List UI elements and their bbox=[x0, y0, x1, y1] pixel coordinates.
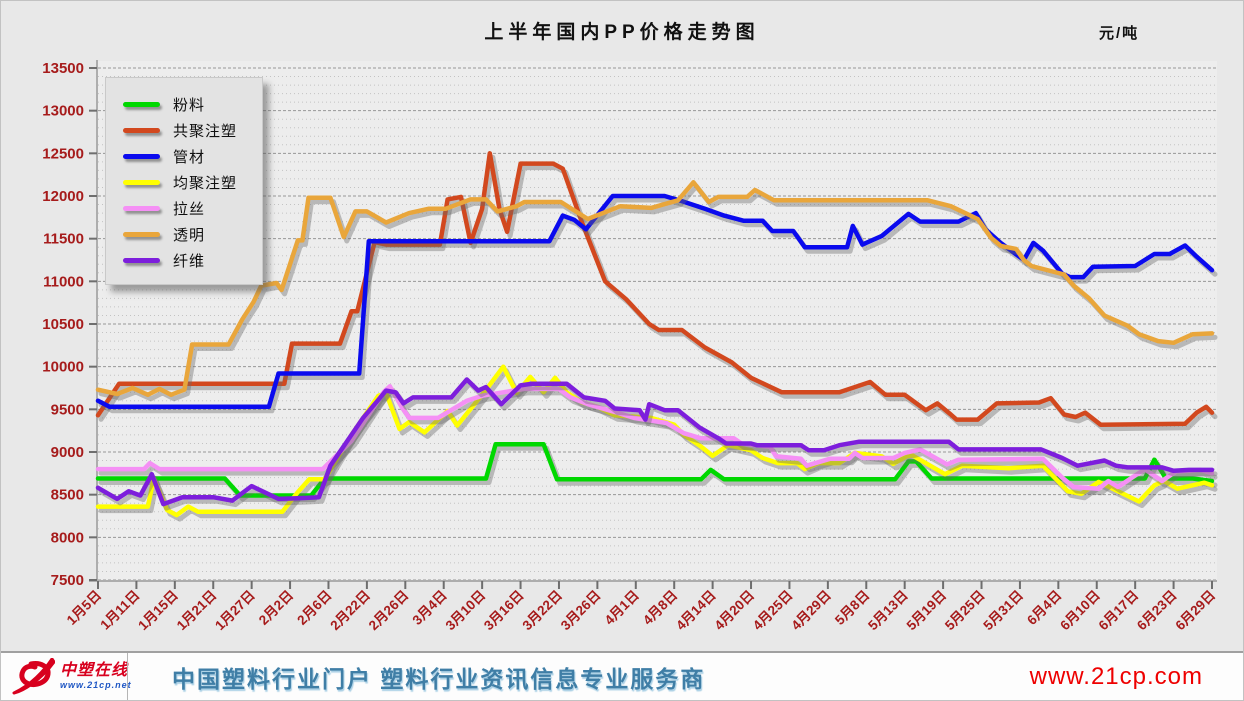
legend-swatch-icon bbox=[123, 153, 160, 159]
legend-label: 均聚注塑 bbox=[173, 174, 238, 192]
y-axis-label: 12000 bbox=[42, 188, 84, 205]
y-axis-label: 9000 bbox=[51, 444, 84, 461]
y-axis-label: 12500 bbox=[42, 145, 84, 162]
site-url-link[interactable]: www.21cp.com bbox=[1029, 662, 1203, 690]
x-axis-label: 6月23日 bbox=[1134, 588, 1180, 634]
x-axis-label: 3月22日 bbox=[519, 588, 565, 634]
y-axis-label: 13000 bbox=[42, 103, 84, 120]
legend-swatch-icon bbox=[123, 179, 160, 185]
y-axis-label: 11500 bbox=[43, 231, 84, 248]
footer-divider bbox=[127, 653, 128, 700]
x-axis-label: 3月10日 bbox=[443, 588, 489, 634]
y-axis-label: 8500 bbox=[51, 487, 84, 504]
legend-swatch-icon bbox=[123, 127, 160, 133]
series-line-2 bbox=[95, 193, 1215, 410]
legend-label: 管材 bbox=[173, 148, 206, 166]
y-axis-label: 10500 bbox=[42, 316, 84, 333]
legend-swatch-icon bbox=[123, 101, 160, 107]
y-axis-label: 8000 bbox=[51, 529, 84, 546]
series-line-5 bbox=[95, 180, 1215, 398]
y-axis-label: 9500 bbox=[51, 401, 84, 418]
y-axis-label: 10000 bbox=[42, 359, 84, 376]
logo-text: 中塑在线 bbox=[60, 662, 129, 679]
x-axis-label: 5月31日 bbox=[980, 588, 1026, 634]
plot-area bbox=[97, 61, 1217, 580]
legend-label: 纤维 bbox=[173, 252, 206, 270]
x-axis-label: 3月26日 bbox=[558, 588, 604, 634]
x-axis-label: 3月16日 bbox=[481, 588, 527, 634]
x-axis-label: 4月1日 bbox=[602, 588, 642, 628]
footer-tagline: 中国塑料行业门户 塑料行业资讯信息专业服务商 bbox=[172, 665, 706, 692]
legend-swatch-icon bbox=[123, 257, 160, 263]
chart-legend: 粉料共聚注塑管材均聚注塑拉丝透明纤维 bbox=[105, 77, 263, 285]
x-axis-label: 1月15日 bbox=[135, 588, 181, 634]
legend-item-1[interactable]: 共聚注塑 bbox=[123, 117, 262, 143]
x-axis-label: 2月22日 bbox=[327, 588, 373, 634]
x-axis-label: 1月11日 bbox=[97, 588, 142, 633]
legend-item-2[interactable]: 管材 bbox=[123, 143, 262, 169]
unit-label: 元/吨 bbox=[1099, 25, 1140, 42]
x-axis-label: 5月25日 bbox=[942, 588, 988, 634]
legend-item-0[interactable]: 粉料 bbox=[123, 91, 262, 117]
legend-swatch-icon bbox=[123, 205, 160, 211]
x-axis-label: 5月19日 bbox=[904, 588, 950, 634]
footer-bar: 中塑在线 www.21cp.net 中国塑料行业门户 塑料行业资讯信息专业服务商… bbox=[1, 651, 1243, 700]
series-line-1 bbox=[95, 151, 1215, 427]
page-title: 上半年国内PP价格走势图 bbox=[484, 22, 760, 43]
x-axis-label: 1月27日 bbox=[212, 588, 258, 634]
logo-swirl-icon bbox=[12, 657, 55, 694]
legend-item-6[interactable]: 纤维 bbox=[123, 247, 262, 273]
series-line-6 bbox=[95, 377, 1215, 507]
x-axis-label: 4月25日 bbox=[750, 588, 796, 634]
site-logo[interactable]: 中塑在线 www.21cp.net bbox=[1, 657, 131, 696]
x-axis-label: 6月10日 bbox=[1057, 588, 1103, 634]
x-axis-label: 4月20日 bbox=[712, 588, 758, 634]
legend-label: 粉料 bbox=[173, 96, 206, 114]
x-axis-label: 4月14日 bbox=[673, 588, 719, 634]
price-trend-chart: 7500 8000 8500 9000 9500 10000 10500 11000 11500… bbox=[42, 60, 1218, 634]
x-axis-label: 2月26日 bbox=[366, 588, 412, 634]
y-axis-label: 13500 bbox=[42, 60, 84, 77]
x-axis-label: 6月29日 bbox=[1172, 588, 1218, 634]
x-axis-label: 1月21日 bbox=[174, 588, 220, 634]
logo-subtext: www.21cp.net bbox=[60, 680, 132, 690]
y-axis-label: 11000 bbox=[43, 273, 84, 290]
legend-label: 透明 bbox=[173, 226, 206, 244]
legend-item-4[interactable]: 拉丝 bbox=[123, 195, 262, 221]
x-axis-label: 5月13日 bbox=[865, 588, 911, 634]
legend-item-5[interactable]: 透明 bbox=[123, 221, 262, 247]
x-axis-label: 6月17日 bbox=[1096, 588, 1142, 634]
x-axis-label: 4月29日 bbox=[788, 588, 834, 634]
legend-swatch-icon bbox=[123, 231, 160, 237]
x-axis-label: 2月2日 bbox=[256, 588, 296, 628]
legend-item-3[interactable]: 均聚注塑 bbox=[123, 169, 262, 195]
y-axis-label: 7500 bbox=[51, 572, 84, 589]
legend-label: 共聚注塑 bbox=[173, 122, 238, 140]
legend-label: 拉丝 bbox=[173, 200, 206, 218]
series-shadow-5 bbox=[98, 183, 1218, 402]
